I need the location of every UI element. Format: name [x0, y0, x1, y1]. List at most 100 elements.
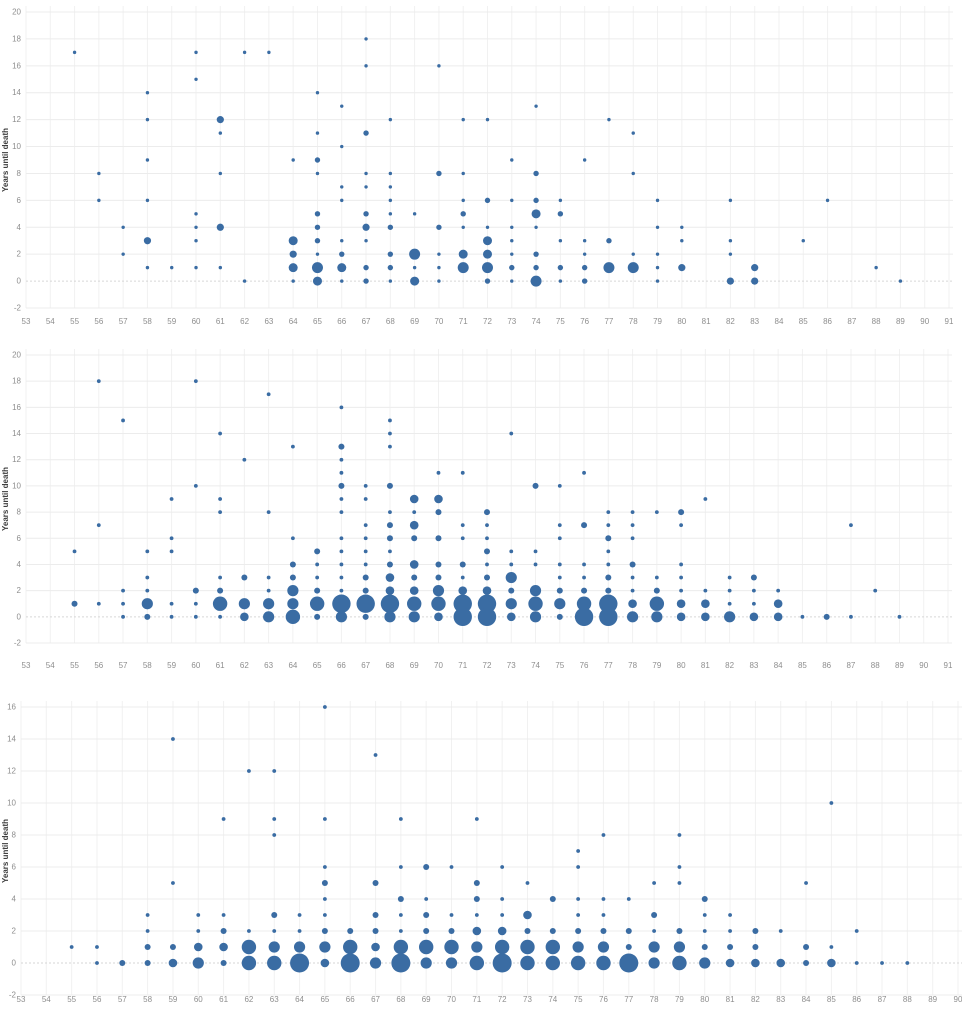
data-point[interactable] [533, 264, 539, 271]
data-point[interactable] [460, 536, 465, 541]
data-point[interactable] [572, 941, 584, 953]
data-point[interactable] [339, 562, 344, 567]
data-point[interactable] [119, 960, 126, 966]
data-point[interactable] [461, 117, 465, 122]
data-point[interactable] [434, 612, 443, 622]
data-point[interactable] [473, 880, 480, 886]
data-point[interactable] [97, 171, 101, 176]
data-point[interactable] [272, 833, 277, 837]
data-point[interactable] [524, 928, 531, 934]
data-point[interactable] [423, 864, 430, 870]
data-point[interactable] [145, 929, 150, 933]
data-point[interactable] [702, 929, 707, 933]
data-point[interactable] [218, 431, 223, 436]
data-point[interactable] [751, 277, 759, 285]
data-point[interactable] [339, 405, 344, 410]
data-point[interactable] [672, 955, 687, 971]
data-point[interactable] [601, 897, 606, 901]
data-point[interactable] [449, 913, 454, 917]
data-point[interactable] [217, 587, 224, 594]
data-point[interactable] [141, 598, 153, 610]
data-point[interactable] [434, 494, 443, 504]
data-point[interactable] [557, 575, 562, 580]
data-point[interactable] [388, 185, 393, 189]
data-point[interactable] [804, 881, 808, 885]
data-point[interactable] [484, 278, 491, 284]
data-point[interactable] [728, 252, 733, 256]
data-point[interactable] [409, 494, 419, 504]
data-point[interactable] [630, 536, 635, 541]
data-point[interactable] [678, 509, 685, 516]
data-point[interactable] [627, 262, 639, 274]
data-point[interactable] [803, 944, 810, 950]
data-point[interactable] [266, 510, 271, 514]
data-point[interactable] [339, 536, 344, 541]
data-point[interactable] [453, 594, 472, 613]
data-point[interactable] [407, 596, 422, 611]
data-point[interactable] [485, 562, 489, 567]
data-point[interactable] [96, 379, 101, 384]
data-point[interactable] [557, 484, 562, 488]
data-point[interactable] [558, 239, 563, 243]
data-point[interactable] [485, 117, 490, 122]
data-point[interactable] [297, 913, 302, 917]
data-point[interactable] [386, 535, 393, 542]
data-point[interactable] [363, 523, 368, 528]
data-point[interactable] [121, 418, 125, 423]
data-point[interactable] [509, 431, 514, 436]
data-point[interactable] [631, 131, 635, 135]
data-point[interactable] [823, 613, 830, 620]
data-point[interactable] [290, 536, 295, 541]
data-point[interactable] [576, 865, 581, 869]
data-point[interactable] [599, 607, 618, 627]
data-point[interactable] [169, 497, 174, 501]
data-point[interactable] [314, 548, 321, 555]
data-point[interactable] [557, 523, 562, 528]
data-point[interactable] [364, 171, 368, 176]
data-point[interactable] [619, 953, 639, 973]
data-point[interactable] [410, 276, 420, 286]
data-point[interactable] [297, 929, 302, 933]
data-point[interactable] [854, 929, 859, 933]
data-point[interactable] [412, 510, 417, 514]
data-point[interactable] [192, 587, 199, 594]
data-point[interactable] [751, 601, 756, 606]
data-point[interactable] [460, 211, 466, 217]
data-point[interactable] [194, 50, 198, 55]
data-point[interactable] [432, 585, 445, 597]
data-point[interactable] [653, 587, 660, 594]
data-point[interactable] [773, 612, 783, 622]
data-point[interactable] [219, 942, 228, 952]
data-point[interactable] [287, 598, 299, 610]
data-point[interactable] [703, 588, 708, 593]
data-point[interactable] [827, 958, 836, 968]
data-point[interactable] [576, 849, 581, 853]
data-point[interactable] [570, 955, 586, 971]
data-point[interactable] [630, 575, 635, 580]
data-point[interactable] [145, 588, 150, 593]
data-point[interactable] [315, 91, 320, 95]
data-point[interactable] [606, 549, 611, 554]
data-point[interactable] [574, 607, 594, 627]
data-point[interactable] [679, 562, 684, 567]
data-point[interactable] [194, 265, 198, 270]
data-point[interactable] [437, 265, 441, 270]
data-point[interactable] [238, 598, 250, 610]
data-point[interactable] [320, 958, 330, 968]
data-point[interactable] [459, 561, 466, 568]
data-point[interactable] [97, 198, 101, 203]
data-point[interactable] [363, 562, 368, 567]
data-point[interactable] [854, 961, 859, 965]
data-point[interactable] [380, 594, 400, 613]
data-point[interactable] [803, 960, 810, 966]
data-point[interactable] [801, 239, 805, 243]
data-point[interactable] [411, 574, 418, 581]
data-point[interactable] [322, 913, 327, 917]
data-point[interactable] [398, 929, 403, 933]
data-point[interactable] [607, 117, 611, 122]
data-point[interactable] [556, 587, 563, 594]
data-point[interactable] [599, 594, 618, 613]
data-point[interactable] [773, 599, 783, 609]
data-point[interactable] [373, 753, 378, 757]
data-point[interactable] [473, 896, 480, 902]
